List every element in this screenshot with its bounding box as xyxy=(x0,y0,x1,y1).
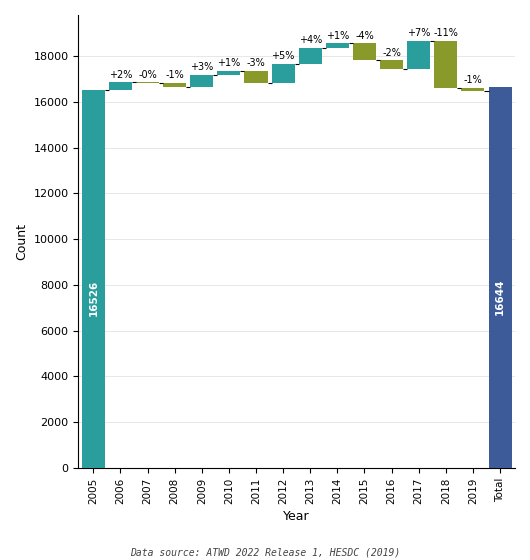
Text: -2%: -2% xyxy=(382,48,401,58)
Bar xyxy=(190,75,213,87)
Text: -11%: -11% xyxy=(434,28,458,38)
Text: +1%: +1% xyxy=(326,31,349,41)
Text: 16526: 16526 xyxy=(89,279,99,316)
Bar xyxy=(434,41,457,88)
Text: +2%: +2% xyxy=(109,69,132,80)
Bar xyxy=(489,87,511,468)
Text: Data source: ATWD 2022 Release 1, HESDC (2019): Data source: ATWD 2022 Release 1, HESDC … xyxy=(130,547,400,557)
Text: -1%: -1% xyxy=(464,75,482,85)
X-axis label: Year: Year xyxy=(284,510,310,522)
Bar xyxy=(244,71,268,83)
Bar xyxy=(271,64,295,83)
Text: -0%: -0% xyxy=(138,69,157,80)
Text: +7%: +7% xyxy=(407,28,430,38)
Bar xyxy=(82,90,105,468)
Bar xyxy=(299,48,322,64)
Text: -3%: -3% xyxy=(246,58,266,68)
Bar xyxy=(217,71,241,75)
Text: +3%: +3% xyxy=(190,62,214,72)
Bar xyxy=(109,82,132,90)
Y-axis label: Count: Count xyxy=(15,223,28,260)
Bar xyxy=(462,88,484,91)
Bar xyxy=(407,41,430,68)
Text: +4%: +4% xyxy=(298,35,322,45)
Text: -1%: -1% xyxy=(165,70,184,80)
Bar xyxy=(353,44,376,60)
Text: +5%: +5% xyxy=(271,51,295,61)
Bar xyxy=(326,44,349,48)
Text: 16644: 16644 xyxy=(495,278,505,315)
Bar xyxy=(163,83,186,87)
Text: +1%: +1% xyxy=(217,58,241,68)
Bar xyxy=(380,60,403,68)
Text: -4%: -4% xyxy=(355,31,374,41)
